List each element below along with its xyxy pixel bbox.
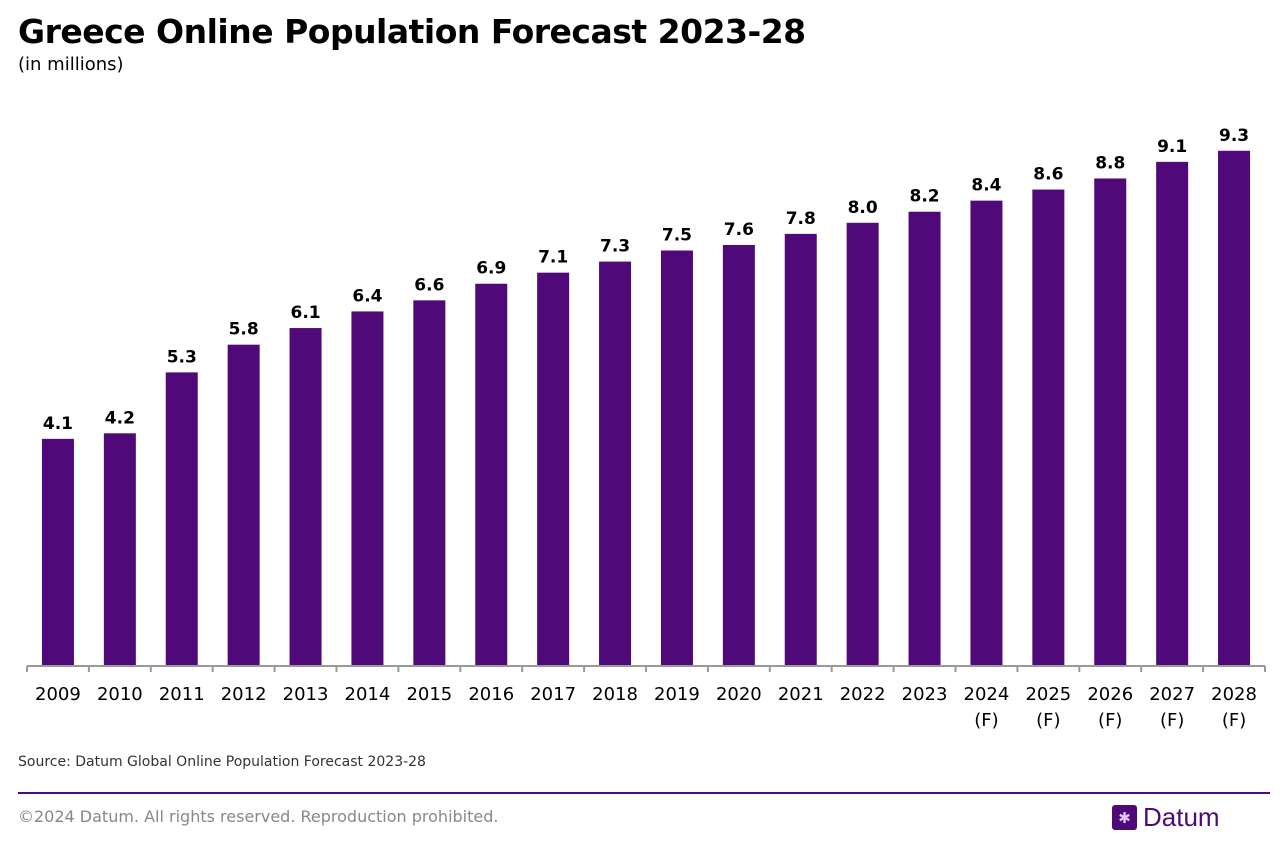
chart-title: Greece Online Population Forecast 2023-2… [18, 12, 806, 51]
x-tick-label: 2019 [654, 684, 700, 705]
x-tick-label: 2011 [159, 684, 205, 705]
bar [1218, 150, 1251, 666]
x-tick-label: 2015 [406, 684, 452, 705]
bar [165, 372, 198, 666]
bar [660, 250, 693, 666]
bar [289, 328, 322, 666]
data-label: 8.0 [848, 198, 878, 218]
data-label: 7.8 [786, 209, 816, 229]
bar [1156, 161, 1189, 667]
x-tick-label: 2016 [468, 684, 514, 705]
data-label: 9.3 [1219, 126, 1249, 146]
data-label: 9.1 [1157, 137, 1187, 157]
bar [1094, 178, 1127, 667]
data-label: 8.2 [909, 187, 939, 207]
x-tick-label: 2024 (F) [964, 684, 1010, 731]
globe-grid-icon: ✱ [1112, 805, 1137, 830]
data-label: 4.2 [105, 408, 135, 428]
x-tick-label: 2022 [840, 684, 886, 705]
chart-subtitle: (in millions) [18, 54, 124, 75]
bar [784, 233, 817, 666]
x-tick-label: 2025 (F) [1025, 684, 1071, 731]
data-label: 5.3 [167, 347, 197, 367]
source-note: Source: Datum Global Online Population F… [18, 754, 426, 770]
x-tick-label: 2009 [35, 684, 81, 705]
bar [846, 222, 879, 667]
bar [537, 272, 570, 666]
bar [413, 300, 446, 666]
bar-chart: 4.1 2009 4.2 2010 5.3 2011 5.8 2012 6.1 2013 6.4 20… [26, 126, 1266, 731]
datum-logo: ✱ Datum [1112, 802, 1220, 833]
bar [41, 438, 74, 666]
bar [722, 244, 755, 666]
data-label: 7.5 [662, 226, 692, 246]
logo-text: Datum [1143, 802, 1220, 832]
bar [1032, 189, 1065, 666]
data-label: 6.4 [352, 286, 382, 306]
x-tick-label: 2010 [97, 684, 143, 705]
x-tick-label: 2026 (F) [1087, 684, 1133, 731]
x-tick-label: 2023 [902, 684, 948, 705]
footer-divider [18, 792, 1270, 794]
data-label: 7.1 [538, 248, 568, 268]
data-label: 8.4 [971, 176, 1001, 196]
x-tick-label: 2017 [530, 684, 576, 705]
data-label: 6.9 [476, 259, 506, 279]
x-tick-label: 2013 [283, 684, 329, 705]
data-label: 5.8 [229, 320, 259, 340]
data-label: 8.6 [1033, 165, 1063, 185]
data-label: 7.3 [600, 237, 630, 257]
bar [103, 433, 136, 666]
x-tick-label: 2027 (F) [1149, 684, 1195, 731]
x-tick-label: 2021 [778, 684, 824, 705]
x-tick-label: 2014 [345, 684, 391, 705]
data-label: 7.6 [724, 220, 754, 240]
copyright: ©2024 Datum. All rights reserved. Reprod… [18, 807, 499, 826]
x-tick-label: 2018 [592, 684, 638, 705]
bar [970, 200, 1003, 666]
bar [908, 211, 941, 666]
bar [227, 344, 260, 666]
x-tick-label: 2020 [716, 684, 762, 705]
data-label: 8.8 [1095, 153, 1125, 173]
x-tick-label: 2028 (F) [1211, 684, 1257, 731]
data-label: 4.1 [43, 414, 73, 434]
bar [475, 283, 508, 666]
bar [599, 261, 632, 666]
data-label: 6.6 [414, 275, 444, 295]
data-label: 6.1 [290, 303, 320, 323]
bar [351, 311, 384, 666]
x-tick-label: 2012 [221, 684, 267, 705]
